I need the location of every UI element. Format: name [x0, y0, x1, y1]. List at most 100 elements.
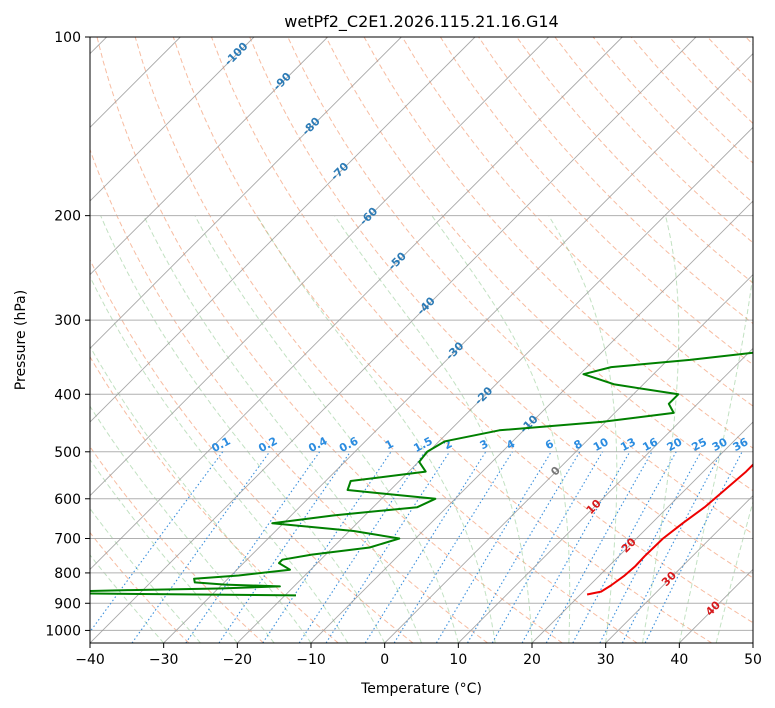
- isotherm-line: [90, 37, 476, 423]
- grid-lines: [90, 37, 753, 631]
- moist-adiabat-line: [90, 345, 312, 643]
- x-tick-label: −20: [223, 652, 253, 668]
- background-lines: [90, 37, 753, 643]
- mixing-ratio-label: 36: [731, 435, 751, 454]
- dry-adiabat-line: [96, 37, 563, 643]
- isotherm-label: 10: [584, 497, 604, 517]
- moist-adiabat-line: [548, 215, 618, 643]
- mixing-ratio-label: 4: [504, 437, 517, 452]
- y-tick-label: 100: [54, 30, 81, 46]
- isotherm-line: [90, 37, 549, 497]
- mixing-ratio-line: [262, 451, 392, 643]
- moist-adiabat-line: [90, 458, 238, 643]
- isotherm-line: [90, 37, 255, 202]
- chart-title: wetPf2_C2E1.2026.115.21.16.G14: [284, 12, 558, 32]
- moist-adiabat-line: [642, 215, 680, 643]
- dry-adiabat-line: [325, 37, 753, 492]
- dry-adiabat-line: [516, 37, 753, 284]
- isotherm-line: [679, 568, 753, 643]
- x-axis: −40 −30 −20 −10 0 10 20 30 40 50: [75, 643, 762, 668]
- isotherm-label: -10: [517, 412, 540, 435]
- isotherm-line: [90, 37, 328, 276]
- isotherm-label: 40: [703, 598, 723, 618]
- mixing-ratio-label: 6: [543, 437, 556, 452]
- isotherm-label: -70: [328, 160, 351, 183]
- dry-adiabat-line: [249, 37, 753, 579]
- y-tick-label: 800: [54, 566, 81, 582]
- isotherm-label: -60: [357, 204, 380, 227]
- mixing-ratio-line: [185, 451, 321, 643]
- x-tick-label: 30: [597, 652, 615, 668]
- isotherm-line: [237, 126, 753, 643]
- mixing-ratio-label: 1: [383, 437, 396, 452]
- moist-adiabat-line: [90, 507, 201, 643]
- dry-adiabat-line: [90, 258, 414, 643]
- temperature-profile-line: [586, 463, 753, 596]
- mixing-ratio-line: [545, 451, 653, 643]
- y-tick-label: 200: [54, 209, 81, 225]
- isotherm-label: -100: [222, 39, 251, 68]
- dry-adiabat-line: [90, 531, 190, 643]
- dry-adiabat-line: [90, 148, 488, 643]
- isotherm-line: [531, 421, 753, 643]
- x-tick-label: 50: [744, 652, 762, 668]
- mixing-ratio-label: 10: [591, 435, 611, 454]
- mixing-ratio-label: 13: [618, 435, 638, 454]
- mixing-ratio-lines: [90, 451, 743, 643]
- mixing-ratio-line: [325, 451, 451, 643]
- y-tick-label: 900: [54, 596, 81, 612]
- isotherm-line: [458, 347, 753, 643]
- mixing-ratio-line: [435, 451, 552, 643]
- dry-adiabat-line: [211, 37, 753, 624]
- dry-adiabat-line: [707, 37, 753, 85]
- dry-adiabat-line: [90, 355, 339, 643]
- moist-adiabat-line: [256, 215, 496, 643]
- moist-adiabat-line: [194, 215, 459, 643]
- dry-adiabat-line: [90, 445, 264, 643]
- y-tick-label: 500: [54, 445, 81, 461]
- dry-adiabat-line: [669, 37, 753, 125]
- mixing-ratio-label: 25: [689, 435, 709, 454]
- mixing-ratio-line: [131, 451, 271, 643]
- dry-adiabat-line: [592, 37, 753, 204]
- isotherm-line: [605, 495, 753, 643]
- mixing-ratio-line: [599, 451, 702, 643]
- y-tick-label: 400: [54, 387, 81, 403]
- plot-frame: [89, 36, 754, 644]
- mixing-ratio-line: [218, 451, 351, 643]
- mixing-ratio-line: [521, 451, 631, 643]
- moist-adiabat-line: [715, 499, 753, 643]
- mixing-ratio-line: [90, 451, 224, 633]
- isotherm-line: [752, 642, 753, 643]
- profile-series: [90, 351, 753, 597]
- isotherm-label: -30: [443, 339, 466, 362]
- mixing-ratio-line: [467, 451, 581, 643]
- moist-adiabat-line: [90, 554, 165, 643]
- dry-adiabat-line: [554, 37, 753, 244]
- moist-adiabat-line: [431, 215, 571, 643]
- isotherm-label: -80: [300, 115, 323, 138]
- dry-adiabat-line: [363, 37, 753, 449]
- y-tick-label: 1000: [45, 623, 81, 639]
- x-axis-label: Temperature (°C): [360, 681, 482, 697]
- x-tick-label: −40: [75, 652, 105, 668]
- isotherm-line: [310, 200, 753, 643]
- x-tick-label: −30: [149, 652, 179, 668]
- y-axis-label: Pressure (hPa): [13, 290, 29, 390]
- dry-adiabat-line: [401, 37, 753, 407]
- isotherm-label: -40: [415, 294, 438, 317]
- y-axis: 100 200 300 400 500 600 700 800 900 1000: [45, 30, 90, 639]
- x-tick-label: −10: [296, 652, 326, 668]
- isotherm-label: -20: [472, 384, 495, 407]
- isotherm-line: [90, 37, 402, 349]
- isotherm-label: -50: [386, 249, 409, 272]
- dry-adiabat-line: [134, 37, 638, 643]
- mixing-ratio-line: [572, 451, 677, 643]
- x-tick-label: 40: [670, 652, 688, 668]
- x-tick-label: 10: [449, 652, 467, 668]
- x-tick-label: 20: [523, 652, 541, 668]
- isoline-labels: 0.1 0.2 0.4 0.6 1 1.5 2 3 4 6 8 10 13 16 20 25 30 36-100-…: [209, 39, 750, 618]
- isotherm-line: [163, 53, 753, 643]
